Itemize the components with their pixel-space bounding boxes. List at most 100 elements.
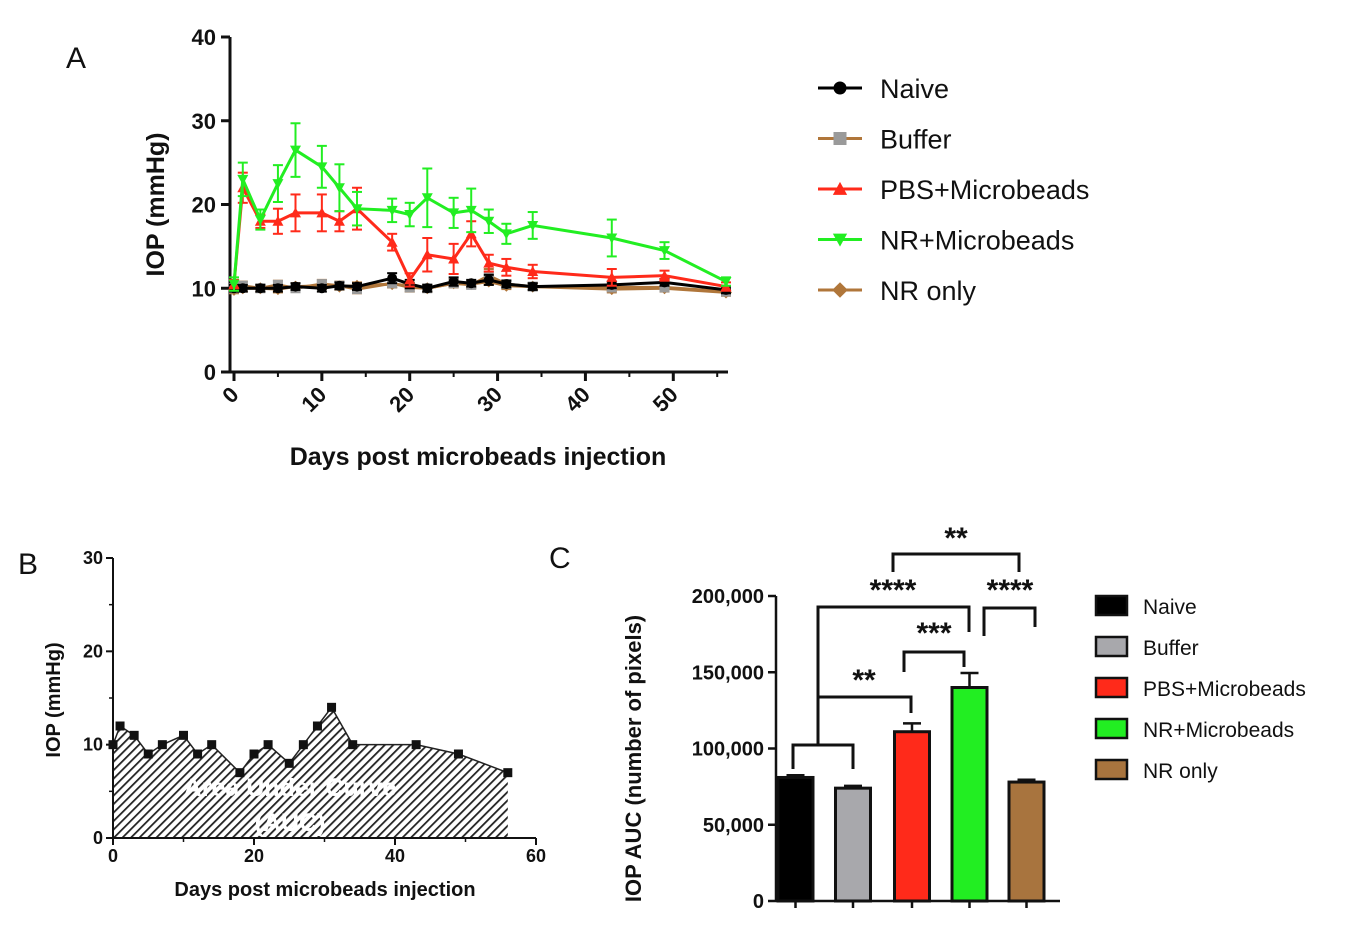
data-point — [272, 283, 283, 294]
data-point — [352, 281, 362, 292]
data-point — [235, 768, 245, 778]
data-point — [290, 207, 301, 218]
legend-label: Buffer — [880, 125, 952, 155]
y-tick-label: 100,000 — [692, 739, 764, 761]
data-point — [466, 278, 477, 289]
data-point — [421, 193, 433, 204]
data-point — [298, 740, 308, 750]
data-point — [720, 277, 732, 288]
data-point — [404, 274, 416, 285]
y-axis-title: IOP (mmHg) — [142, 133, 170, 277]
data-point — [527, 281, 538, 292]
data-point — [351, 204, 363, 215]
y-tick-label: 0 — [753, 891, 764, 913]
legend-label: PBS+Microbeads — [880, 175, 1089, 205]
legend-marker — [832, 282, 848, 298]
legend-swatch — [1094, 676, 1129, 699]
panel-label-a: A — [66, 42, 86, 75]
data-point — [386, 205, 398, 216]
y-tick-label: 20 — [192, 193, 216, 218]
data-point — [237, 174, 249, 185]
y-axis-title: IOP AUC (number of pixels) — [621, 615, 646, 902]
data-point — [453, 749, 463, 759]
data-point — [659, 246, 670, 257]
y-tick-label: 50,000 — [703, 815, 764, 837]
data-point — [503, 768, 513, 778]
x-tick-label: 40 — [560, 382, 595, 417]
data-point — [254, 215, 266, 226]
legend: Naive Buffer PBS+Microbeads NR+Microbeads NR… — [818, 74, 1089, 306]
x-tick-label: 60 — [526, 846, 546, 866]
data-point — [411, 740, 421, 750]
data-point — [606, 271, 618, 282]
data-point — [483, 257, 495, 268]
legend-label: Naive — [880, 74, 949, 104]
data-point — [421, 249, 433, 260]
data-point — [448, 253, 460, 264]
panel-label-c: C — [549, 542, 571, 575]
x-tick-label: 20 — [384, 382, 419, 417]
data-point — [659, 282, 670, 293]
x-axis-title: Days post microbeads injection — [290, 443, 667, 471]
significance-label: ** — [944, 522, 968, 555]
y-tick-label: 10 — [192, 276, 216, 301]
data-point — [272, 215, 284, 226]
data-point — [143, 749, 153, 759]
panel-c-bar-chart: 0 50,000 100,000 150,000 200,000 IOP AUC (num… — [621, 522, 1306, 913]
data-point — [129, 730, 139, 740]
data-point — [404, 210, 416, 221]
data-point — [228, 279, 240, 290]
x-tick-label: 0 — [108, 846, 118, 866]
series-line — [232, 147, 727, 285]
x-tick-label: 40 — [385, 846, 405, 866]
legend-marker — [833, 81, 847, 95]
significance-label: **** — [870, 574, 917, 607]
legend-label: NR only — [1143, 760, 1218, 783]
data-point — [327, 702, 337, 712]
legend-label: Naive — [1143, 596, 1197, 619]
y-tick-label: 0 — [204, 360, 216, 385]
legend-swatch — [1094, 635, 1129, 658]
x-tick-label: 30 — [472, 382, 507, 417]
significance-label: ** — [852, 664, 876, 697]
legend-label: NR+Microbeads — [880, 226, 1074, 256]
significance-label: *** — [916, 617, 951, 650]
data-point — [422, 283, 433, 294]
data-point — [501, 279, 512, 290]
data-point — [249, 749, 259, 759]
bracket-naive-buffer — [791, 743, 855, 769]
legend-marker — [832, 181, 848, 195]
bracket-significance-5 — [891, 552, 1021, 572]
data-point — [284, 758, 294, 768]
x-tick-label: 0 — [217, 382, 243, 408]
data-point — [448, 276, 459, 287]
data-point — [316, 162, 328, 173]
legend-label: Buffer — [1143, 637, 1199, 660]
data-point — [207, 740, 217, 750]
panel-label-b: B — [18, 548, 38, 581]
data-point — [606, 233, 618, 244]
y-tick-label: 30 — [83, 548, 103, 568]
data-point — [465, 228, 477, 239]
y-axis-title: IOP (mmHg) — [43, 642, 65, 757]
legend-label: NR+Microbeads — [1143, 719, 1294, 742]
data-point — [348, 740, 358, 750]
data-point — [483, 274, 494, 285]
legend-marker — [833, 132, 847, 145]
y-tick-label: 150,000 — [692, 662, 764, 684]
y-tick-label: 0 — [93, 828, 103, 848]
y-tick-label: 200,000 — [692, 586, 764, 608]
legend-marker — [832, 233, 848, 247]
y-tick-label: 20 — [83, 641, 103, 661]
data-point — [115, 721, 125, 731]
data-point — [255, 283, 266, 294]
data-point — [157, 740, 167, 750]
data-point — [527, 220, 539, 231]
data-point — [500, 261, 512, 272]
auc-annotation-line-2: (AUC) — [255, 809, 326, 837]
auc-annotation-line-1: Area Under Curve — [184, 774, 397, 802]
data-point — [483, 216, 495, 227]
data-point — [500, 229, 512, 240]
data-point — [465, 205, 477, 216]
